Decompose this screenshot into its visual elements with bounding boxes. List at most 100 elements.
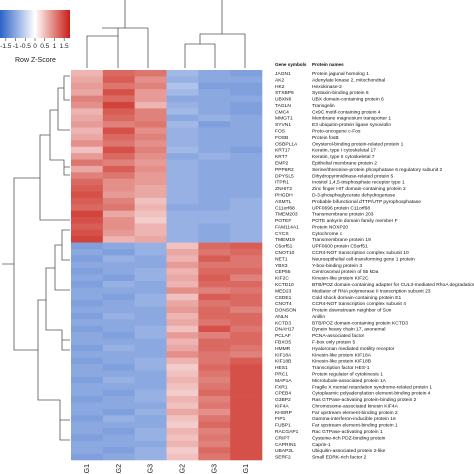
- gene-label: KRT7: [275, 154, 288, 160]
- heatmap-cell: [71, 428, 104, 435]
- heatmap-cell: [134, 344, 167, 352]
- heatmap-cell: [198, 197, 231, 205]
- color-key-label: Row Z-Score: [15, 57, 56, 64]
- gene-label: RACGAP1: [275, 429, 299, 435]
- gene-label: ANLN: [275, 314, 289, 320]
- heatmap-cell: [166, 383, 199, 390]
- gene-label: PCLAF: [275, 333, 291, 339]
- gene-label: NET1: [275, 256, 288, 262]
- heatmap-cell: [71, 197, 104, 205]
- heatmap-cell: [166, 325, 199, 333]
- heatmap-cell: [198, 428, 231, 435]
- column-label: LG3: [148, 464, 155, 474]
- heatmap-cell: [230, 229, 263, 237]
- protein-label: Hyaluronan mediated motility receptor: [312, 346, 395, 352]
- heatmap-cell: [102, 440, 135, 448]
- heatmap-cell: [198, 153, 231, 160]
- heatmap-cell: [230, 453, 263, 461]
- protein-label: Protein downstream neighbor of Son: [312, 308, 392, 314]
- heatmap-cell: [71, 76, 104, 84]
- heatmap-cell: [166, 127, 199, 135]
- heatmap-cell: [71, 280, 104, 288]
- heatmap-cell: [198, 338, 231, 346]
- heatmap-cell: [166, 287, 199, 295]
- heatmap-cell: [134, 434, 167, 442]
- column-label: mLG3: [211, 464, 218, 474]
- heatmap-cell: [102, 421, 135, 429]
- heatmap-cell: [166, 415, 199, 422]
- gene-label: FOS: [275, 129, 286, 135]
- heatmap-cell: [71, 89, 104, 96]
- protein-label: Cytochrome c: [312, 231, 343, 237]
- heatmap-cell: [198, 280, 231, 288]
- heatmap-cell: [71, 236, 104, 243]
- heatmap-cell: [134, 338, 167, 346]
- gene-label: FOSB: [275, 135, 288, 141]
- heatmap-cell: [134, 217, 167, 224]
- heatmap-cell: [230, 351, 263, 358]
- heatmap-cell: [134, 172, 167, 179]
- heatmap-cell: [198, 249, 231, 256]
- heatmap-cell: [102, 82, 135, 90]
- heatmap-cell: [71, 249, 104, 256]
- gene-label: KHSRP: [275, 410, 292, 416]
- heatmap-cell: [198, 133, 231, 141]
- heatmap-cell: [134, 376, 167, 384]
- heatmap-cell: [102, 402, 135, 410]
- heatmap-cell: [166, 95, 199, 103]
- heatmap-cell: [230, 223, 263, 231]
- protein-label: Far upstream element-binding protein 2: [312, 410, 398, 416]
- heatmap-cell: [198, 242, 231, 250]
- heatmap-cell: [134, 108, 167, 116]
- heatmap-cell: [198, 421, 231, 429]
- heatmap-cell: [230, 82, 263, 90]
- protein-label: D-3-phosphoglycerate dehydrogenase: [312, 192, 395, 198]
- heatmap-cell: [230, 210, 263, 218]
- heatmap-cell: [102, 127, 135, 135]
- heatmap-cell: [102, 140, 135, 148]
- color-key: -1.5 -1 -0.5 0 0.5 1 1.5 Row Z-Score: [0, 10, 70, 64]
- heatmap-cell: [198, 217, 231, 224]
- heatmap-cell: [134, 114, 167, 122]
- protein-label: UBX domain-containing protein 6: [312, 97, 384, 103]
- heatmap-cell: [166, 408, 199, 416]
- heatmap-cell: [134, 89, 167, 96]
- protein-label: UPF0696 protein C11orf68: [312, 205, 370, 211]
- heatmap-cell: [198, 101, 231, 109]
- heatmap-cell: [71, 293, 104, 301]
- heatmap-cell: [134, 408, 167, 416]
- heatmap-cell: [198, 319, 231, 327]
- heatmap-cell: [134, 153, 167, 160]
- heatmap-cell: [198, 325, 231, 333]
- heatmap-cell: [166, 332, 199, 339]
- heatmap-cell: [71, 82, 104, 90]
- protein-label: Caprin-1: [312, 442, 331, 448]
- heatmap-cell: [230, 325, 263, 333]
- protein-label: E3 ubiquitin-protein ligase synoviolin: [312, 122, 391, 128]
- heatmap-cell: [198, 127, 231, 135]
- heatmap-cell: [198, 408, 231, 416]
- protein-label: Zinc finger HIT domain-containing protei…: [312, 186, 406, 192]
- heatmap-cell: [134, 280, 167, 288]
- heatmap-cell: [198, 376, 231, 384]
- heatmap-cell: [198, 82, 231, 90]
- heatmap-cell: [198, 453, 231, 461]
- heatmap-cell: [134, 197, 167, 205]
- protein-label: Mediator of RNA polymerase II transcript…: [312, 288, 431, 294]
- heatmap-cell: [230, 249, 263, 256]
- heatmap-cell: [198, 236, 231, 243]
- heatmap-cell: [166, 108, 199, 116]
- heatmap-cell: [198, 293, 231, 301]
- heatmap-cell: [134, 185, 167, 192]
- heatmap-cell: [230, 370, 263, 378]
- heatmap-cell: [71, 408, 104, 416]
- heatmap-cell: [134, 274, 167, 282]
- heatmap-cell: [71, 306, 104, 314]
- heatmap-cell: [134, 242, 167, 250]
- protein-label: Dynein heavy chain 17, axonemal: [312, 327, 385, 333]
- protein-label: Keratin, type II cytoskeletal 7: [312, 154, 375, 160]
- heatmap-cell: [71, 447, 104, 454]
- heatmap-cell: [198, 185, 231, 192]
- heatmap-cell: [102, 217, 135, 224]
- heatmap-cell: [134, 127, 167, 135]
